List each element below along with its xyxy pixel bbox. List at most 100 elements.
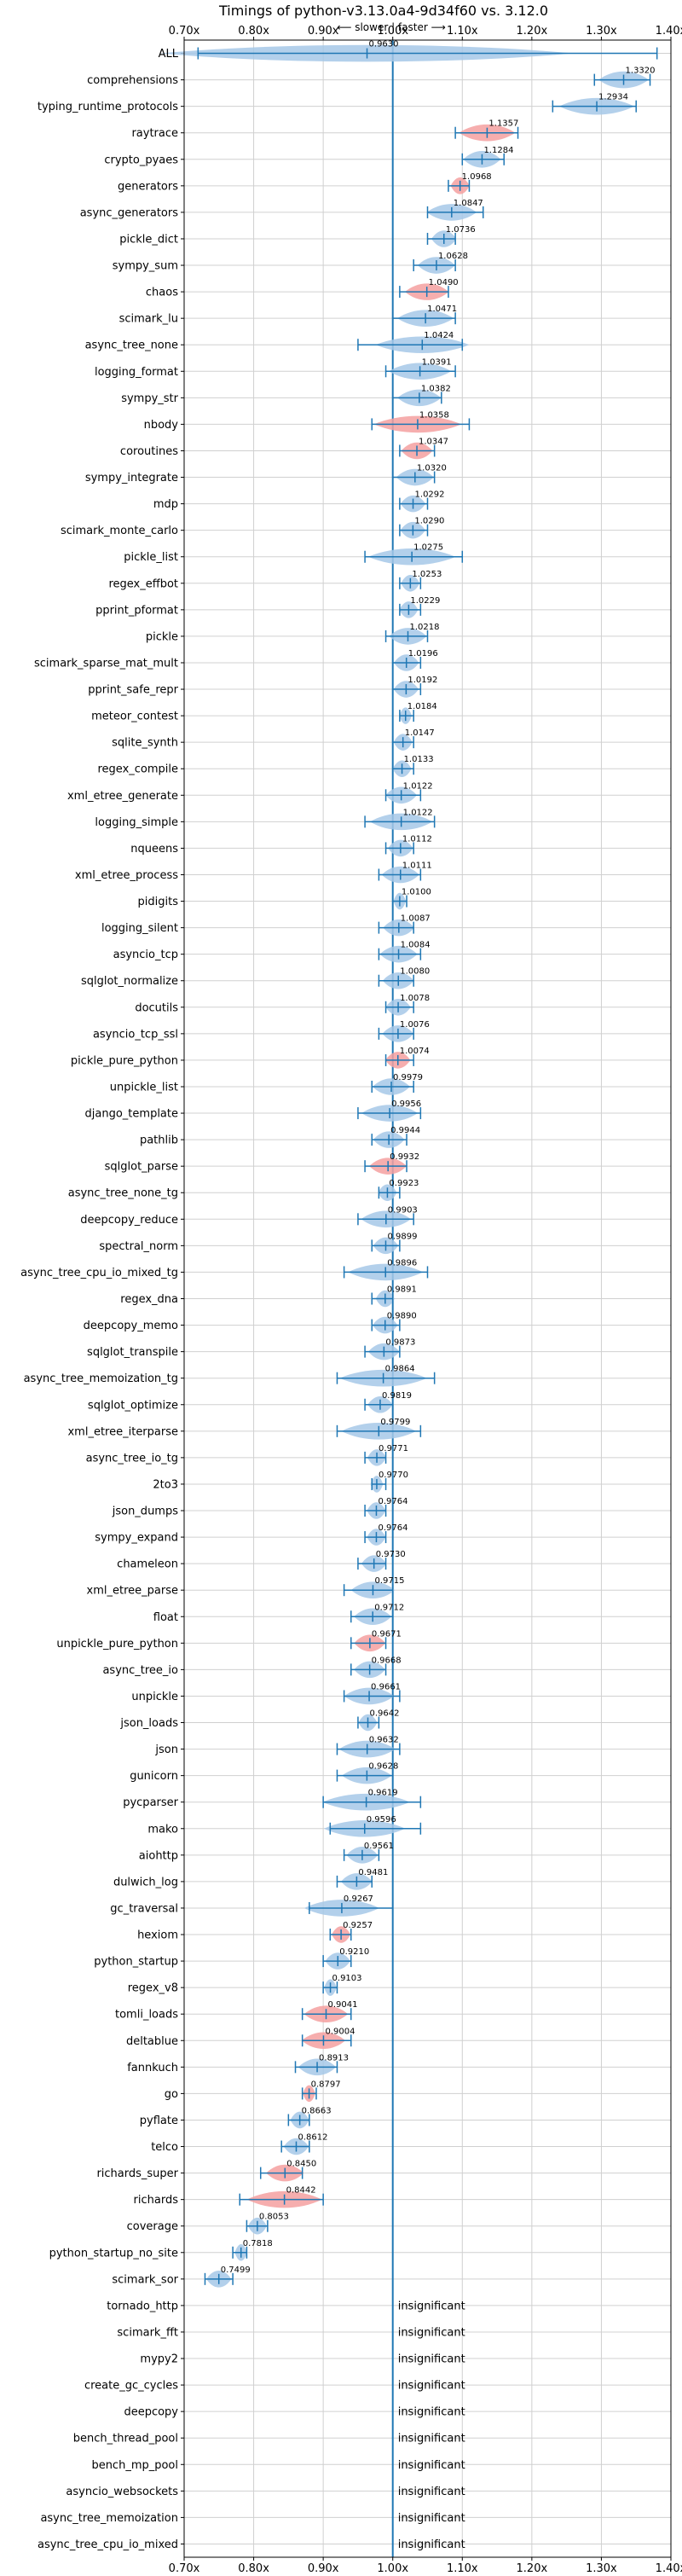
value-label: 0.8442 [286, 2186, 316, 2196]
category-label: tomli_loads [115, 2009, 178, 2022]
value-label: 1.0424 [424, 331, 454, 340]
category-label: sqlglot_normalize [81, 975, 178, 988]
value-label: 0.9864 [385, 1365, 415, 1374]
category-label: unpickle_pure_python [56, 1638, 178, 1651]
value-label: 1.0192 [407, 676, 437, 685]
category-label: asyncio_websockets [66, 2486, 178, 2498]
value-label: 1.0229 [410, 596, 440, 606]
category-label: sympy_sum [113, 260, 178, 273]
category-label: async_tree_io [102, 1664, 178, 1677]
category-label: json [154, 1743, 178, 1756]
category-label: deltablue [126, 2035, 178, 2048]
value-label: 1.0736 [446, 225, 476, 235]
value-label: 1.0196 [408, 649, 438, 659]
category-label: xml_etree_process [75, 869, 178, 882]
category-label: sqlite_synth [112, 737, 178, 750]
value-label: 0.7818 [243, 2239, 273, 2248]
category-label: nqueens [130, 843, 178, 856]
category-label: float [153, 1611, 178, 1624]
x-tick-label-bottom: 1.10x [447, 2562, 478, 2575]
category-label: pidigits [138, 896, 179, 908]
category-label: scimark_monte_carlo [61, 525, 178, 537]
category-label: xml_etree_parse [87, 1585, 178, 1598]
category-label: async_tree_none_tg [68, 1187, 178, 1200]
value-label: 1.0968 [462, 172, 492, 182]
value-label: 0.9671 [372, 1629, 402, 1639]
value-label: 0.9632 [369, 1736, 399, 1745]
value-label: 0.9041 [327, 2000, 357, 2010]
category-label: unpickle_list [110, 1081, 178, 1094]
category-label: asyncio_tcp [113, 949, 178, 961]
insignificant-label: insignificant [398, 2326, 465, 2339]
value-label: 0.9979 [393, 1073, 423, 1082]
category-label: json_loads [119, 1717, 178, 1730]
insignificant-label: insignificant [398, 2538, 465, 2551]
value-label: 0.9890 [387, 1312, 417, 1321]
category-label: sympy_expand [95, 1532, 178, 1545]
category-label: create_gc_cycles [84, 2380, 178, 2393]
value-label: 0.9944 [390, 1126, 420, 1135]
category-label: json_dumps [112, 1506, 178, 1518]
x-tick-label-top: 1.00x [377, 25, 408, 38]
category-label: async_tree_memoization [40, 2512, 178, 2525]
category-label: nbody [144, 419, 179, 432]
value-label: 1.0391 [422, 357, 452, 367]
value-label: 0.8450 [286, 2160, 316, 2169]
insignificant-label: insignificant [398, 2380, 465, 2393]
category-label: xml_etree_generate [67, 790, 178, 803]
value-label: 0.8612 [298, 2133, 327, 2143]
category-label: regex_effbot [108, 577, 178, 590]
x-tick-label-top: 0.90x [308, 25, 339, 38]
value-label: 1.0290 [414, 517, 444, 526]
value-label: 1.0078 [400, 994, 430, 1003]
value-label: 1.0628 [438, 252, 468, 261]
category-label: async_tree_none [85, 339, 178, 352]
value-label: 0.8053 [259, 2213, 289, 2222]
value-label: 1.0184 [407, 702, 437, 711]
value-label: 1.0100 [402, 888, 431, 897]
plot-frame [183, 39, 672, 2558]
category-label: dulwich_log [113, 1876, 178, 1888]
value-label: 0.9771 [379, 1444, 408, 1453]
value-label: 0.9891 [387, 1285, 417, 1295]
category-label: scimark_sor [112, 2273, 178, 2286]
category-label: pycparser [123, 1796, 178, 1809]
category-label: go [165, 2088, 178, 2101]
category-label: tornado_http [107, 2300, 178, 2312]
value-label: 0.9819 [382, 1391, 412, 1401]
insignificant-label: insignificant [398, 2433, 465, 2445]
value-label: 0.8797 [311, 2080, 341, 2089]
x-tick-label-bottom: 1.00x [377, 2562, 408, 2575]
category-label: deepcopy_reduce [80, 1214, 178, 1227]
value-label: 0.9267 [344, 1894, 373, 1904]
category-label: async_generators [80, 206, 179, 219]
value-label: 0.9799 [380, 1418, 410, 1427]
x-tick-label-top: 0.70x [169, 25, 200, 38]
value-label: 0.9923 [389, 1179, 419, 1188]
category-label: gunicorn [130, 1770, 178, 1783]
insignificant-label: insignificant [398, 2353, 465, 2366]
x-tick-label-top: 1.10x [447, 25, 478, 38]
category-label: aiohttp [139, 1849, 178, 1862]
category-label: bench_mp_pool [91, 2459, 178, 2472]
category-label: coroutines [120, 445, 178, 458]
category-label: unpickle [131, 1691, 178, 1703]
category-label: regex_compile [97, 763, 178, 776]
category-label: pickle_list [124, 551, 178, 564]
value-label: 0.9619 [368, 1789, 398, 1798]
value-label: 1.0080 [400, 967, 430, 977]
value-label: 1.0218 [409, 623, 439, 632]
value-label: 0.8663 [302, 2106, 332, 2115]
value-label: 0.7499 [221, 2266, 251, 2275]
category-label: logging_simple [95, 816, 178, 829]
category-label: async_tree_cpu_io_mixed [38, 2538, 178, 2551]
category-label: chaos [146, 287, 178, 299]
category-label: hexiom [137, 1929, 178, 1942]
category-label: pyflate [140, 2115, 178, 2127]
value-label: 0.9896 [387, 1258, 417, 1268]
value-label: 1.0087 [401, 914, 431, 924]
category-label: fannkuch [127, 2062, 178, 2074]
category-label: mypy2 [140, 2353, 178, 2366]
category-label: async_tree_cpu_io_mixed_tg [20, 1267, 178, 1279]
value-label: 1.0275 [413, 543, 443, 553]
